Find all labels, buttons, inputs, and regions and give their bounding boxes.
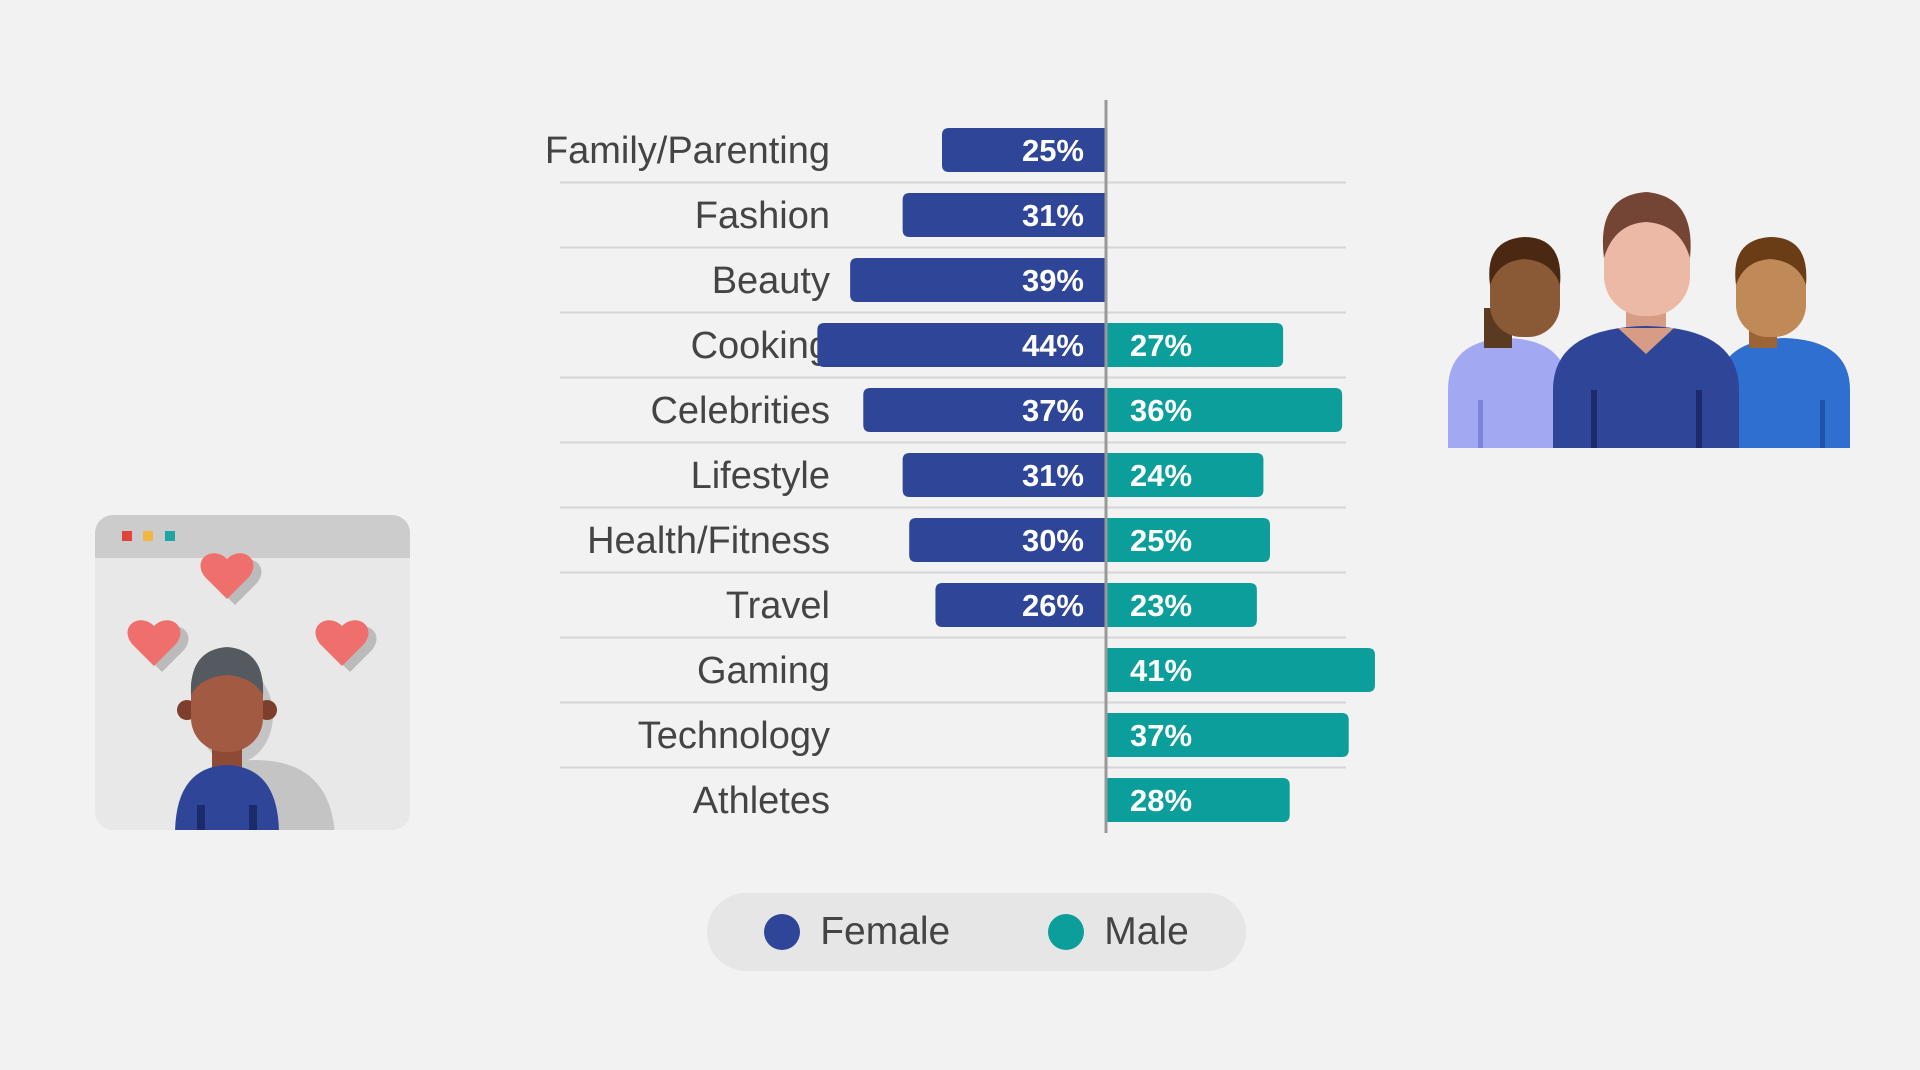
category-label-health-fitness: Health/Fitness (587, 520, 830, 562)
male-value-label-lifestyle: 24% (1130, 458, 1192, 493)
male-bar-health-fitness (1106, 518, 1270, 562)
male-bar-lifestyle (1106, 453, 1264, 497)
male-bar-gaming (1106, 648, 1375, 692)
male-value-label-technology: 37% (1130, 718, 1192, 753)
category-label-gaming: Gaming (697, 650, 830, 692)
category-label-fashion: Fashion (695, 195, 830, 237)
category-label-cooking: Cooking (691, 325, 830, 367)
legend-item-female: Female (764, 910, 950, 954)
legend: Female Male (707, 893, 1246, 971)
female-value-label-beauty: 39% (1022, 263, 1084, 298)
male-value-label-gaming: 41% (1130, 653, 1192, 688)
legend-item-male: Male (1048, 910, 1189, 954)
category-label-technology: Technology (638, 715, 830, 757)
legend-male-swatch (1048, 914, 1085, 950)
female-value-label-celebrities: 37% (1022, 393, 1084, 428)
female-value-label-travel: 26% (1022, 588, 1084, 623)
male-bar-technology (1106, 713, 1349, 757)
female-bar-fashion (902, 193, 1106, 237)
male-value-label-cooking: 27% (1130, 328, 1192, 363)
group-of-people-icon (1448, 192, 1850, 448)
male-value-label-travel: 23% (1130, 588, 1192, 623)
female-bar-celebrities (863, 388, 1106, 432)
legend-male-label: Male (1104, 910, 1189, 953)
female-bar-lifestyle (902, 453, 1106, 497)
male-value-label-health-fitness: 25% (1130, 523, 1192, 558)
legend-female-swatch (764, 914, 801, 950)
category-label-family-parenting: Family/Parenting (545, 130, 830, 172)
female-value-label-cooking: 44% (1022, 328, 1084, 363)
female-bar-cooking (817, 323, 1106, 367)
female-value-label-fashion: 31% (1022, 198, 1084, 233)
male-value-label-celebrities: 36% (1130, 393, 1192, 428)
category-label-celebrities: Celebrities (650, 390, 830, 432)
female-bar-health-fitness (909, 518, 1106, 562)
male-bar-celebrities (1106, 388, 1343, 432)
category-label-athletes: Athletes (693, 780, 830, 822)
category-label-travel: Travel (726, 585, 830, 627)
male-bar-cooking (1106, 323, 1284, 367)
legend-female-label: Female (820, 910, 951, 953)
person-with-hearts-icon (95, 515, 410, 830)
female-value-label-health-fitness: 30% (1022, 523, 1084, 558)
category-label-lifestyle: Lifestyle (691, 455, 830, 497)
male-bar-travel (1106, 583, 1257, 627)
female-bar-family-parenting (942, 128, 1106, 172)
female-bar-beauty (850, 258, 1106, 302)
category-label-beauty: Beauty (712, 260, 830, 302)
male-bar-athletes (1106, 778, 1290, 822)
female-value-label-family-parenting: 25% (1022, 133, 1084, 168)
male-value-label-athletes: 28% (1130, 783, 1192, 818)
female-bar-travel (935, 583, 1106, 627)
female-value-label-lifestyle: 31% (1022, 458, 1084, 493)
